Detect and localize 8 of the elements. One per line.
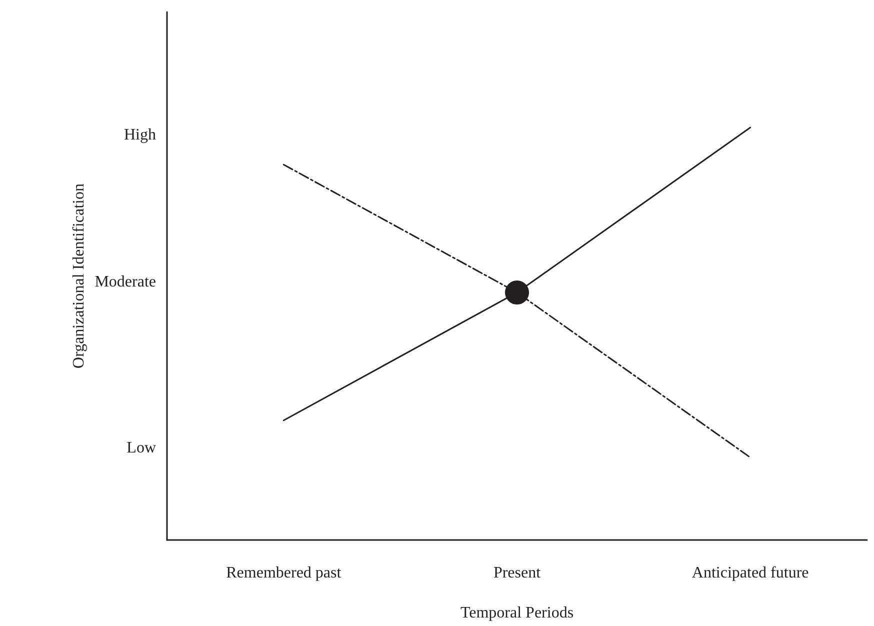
x-tick-label: Anticipated future	[692, 564, 809, 582]
text: Low	[126, 440, 156, 456]
text: Moderate	[94, 274, 156, 290]
x-tick-label: Remembered past	[226, 564, 342, 582]
y-axis-title: Organizational Identification	[70, 184, 88, 368]
text: High	[124, 126, 156, 144]
x-axis-title: Temporal Periods	[460, 604, 574, 622]
x-tick-label: Present	[493, 564, 542, 582]
